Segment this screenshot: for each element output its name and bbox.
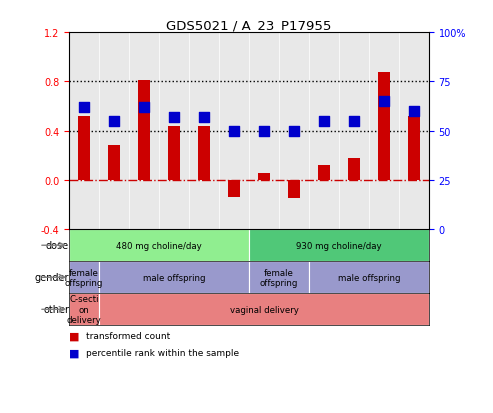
Bar <box>198 126 210 180</box>
Text: 930 mg choline/day: 930 mg choline/day <box>296 241 382 250</box>
Point <box>140 104 148 111</box>
Bar <box>249 261 309 294</box>
Text: ■: ■ <box>69 331 79 341</box>
Bar <box>348 159 360 180</box>
Bar <box>228 180 240 198</box>
Bar <box>258 173 270 180</box>
Text: ■: ■ <box>69 348 79 358</box>
Title: GDS5021 / A_23_P17955: GDS5021 / A_23_P17955 <box>166 19 332 32</box>
Bar <box>108 146 120 180</box>
Text: male offspring: male offspring <box>143 273 205 282</box>
Point <box>200 114 208 121</box>
Text: percentile rank within the sample: percentile rank within the sample <box>86 348 240 357</box>
Bar <box>249 230 429 261</box>
Bar <box>78 116 90 180</box>
Bar <box>309 261 429 294</box>
Bar <box>408 116 420 180</box>
Text: female
offspring: female offspring <box>65 268 103 287</box>
Point <box>80 104 88 111</box>
Text: 480 mg choline/day: 480 mg choline/day <box>116 241 202 250</box>
Bar <box>288 180 300 199</box>
Bar <box>168 126 180 180</box>
Point <box>290 128 298 135</box>
Point <box>110 118 118 125</box>
Point <box>320 118 328 125</box>
Text: transformed count: transformed count <box>86 331 171 340</box>
Point <box>380 99 388 105</box>
Point <box>170 114 178 121</box>
Bar <box>69 294 99 325</box>
Text: male offspring: male offspring <box>338 273 400 282</box>
Bar <box>318 166 330 180</box>
Bar <box>99 261 249 294</box>
Bar <box>138 81 150 180</box>
Text: female
offspring: female offspring <box>260 268 298 287</box>
Text: vaginal delivery: vaginal delivery <box>230 305 298 314</box>
Text: C-secti
on
delivery: C-secti on delivery <box>67 295 102 324</box>
Point <box>260 128 268 135</box>
Point <box>230 128 238 135</box>
Point <box>410 108 418 115</box>
Text: other: other <box>43 304 69 315</box>
Bar <box>378 72 390 180</box>
Text: gender: gender <box>35 273 69 282</box>
Point <box>350 118 358 125</box>
Bar <box>69 230 249 261</box>
Bar <box>69 261 99 294</box>
Text: dose: dose <box>46 241 69 251</box>
